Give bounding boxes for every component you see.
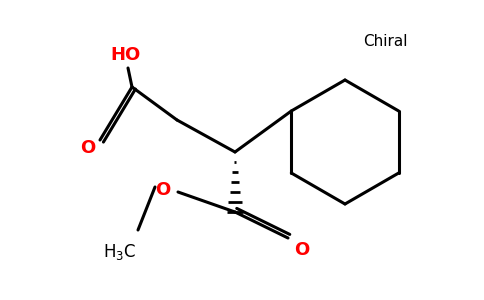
Text: Chiral: Chiral	[363, 34, 407, 50]
Text: O: O	[294, 241, 310, 259]
Text: H$_3$C: H$_3$C	[104, 242, 136, 262]
Text: O: O	[155, 181, 171, 199]
Text: O: O	[80, 139, 96, 157]
Text: HO: HO	[111, 46, 141, 64]
